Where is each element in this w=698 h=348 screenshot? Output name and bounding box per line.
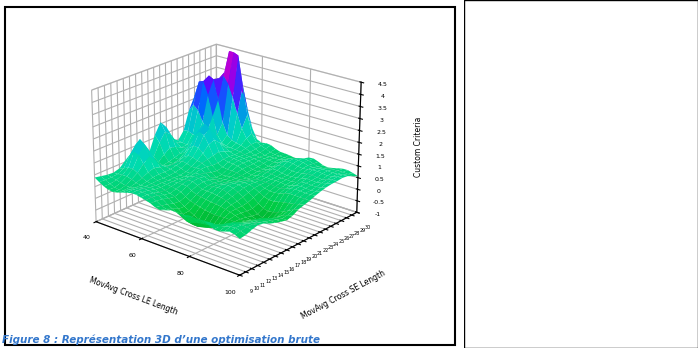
Text: Figure 8 : Représentation 3D d’une optimisation brute: Figure 8 : Représentation 3D d’une optim… (1, 334, 320, 345)
FancyBboxPatch shape (5, 7, 455, 345)
X-axis label: MovAvg Cross LE Length: MovAvg Cross LE Length (88, 276, 179, 317)
FancyBboxPatch shape (464, 0, 698, 348)
Y-axis label: MovAvg Cross SE Length: MovAvg Cross SE Length (300, 268, 387, 321)
